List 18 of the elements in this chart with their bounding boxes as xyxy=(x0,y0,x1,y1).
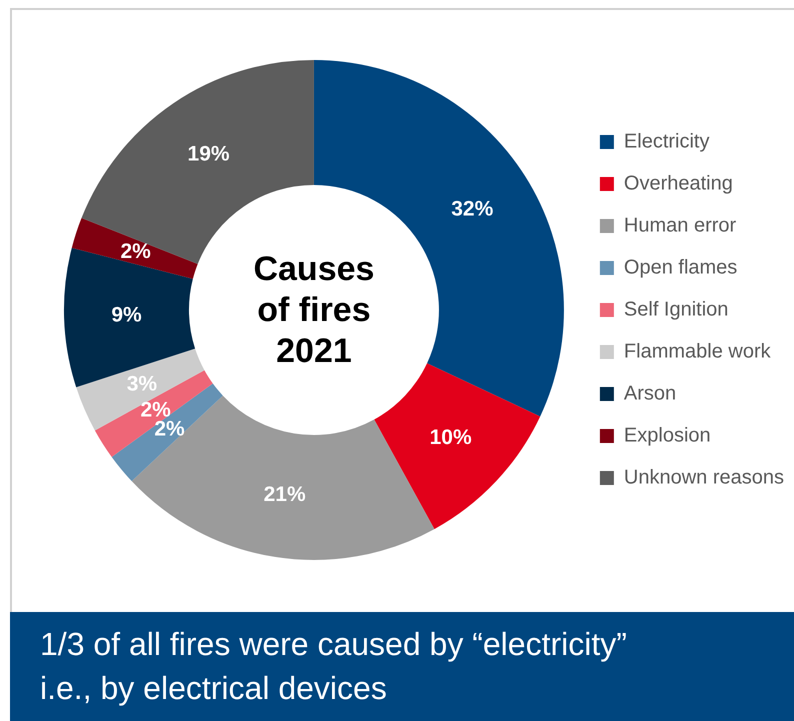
data-label: 21% xyxy=(264,482,306,506)
legend-label: Electricity xyxy=(624,130,710,153)
text: Causes of fires 2021 xyxy=(252,248,376,372)
legend-label: Arson xyxy=(624,382,676,405)
data-label: 10% xyxy=(430,426,472,450)
legend-label: Flammable work xyxy=(624,340,772,363)
data-label: 2% xyxy=(120,240,152,263)
legend-label: Self Ignition xyxy=(624,298,728,321)
legend-label: Overheating xyxy=(624,172,733,195)
text: i.e., by electrical devices xyxy=(40,669,388,708)
data-label: 9% xyxy=(111,304,142,327)
legend-label: Human error xyxy=(624,214,737,237)
legend-label: Explosion xyxy=(624,424,711,447)
data-label: 32% xyxy=(451,197,494,220)
legend-label: Open flames xyxy=(624,256,738,279)
data-label: 19% xyxy=(188,142,230,166)
legend-label: Unknown reasons xyxy=(624,466,784,489)
text: 1/3 of all fires were caused by “electricity” xyxy=(40,625,628,664)
